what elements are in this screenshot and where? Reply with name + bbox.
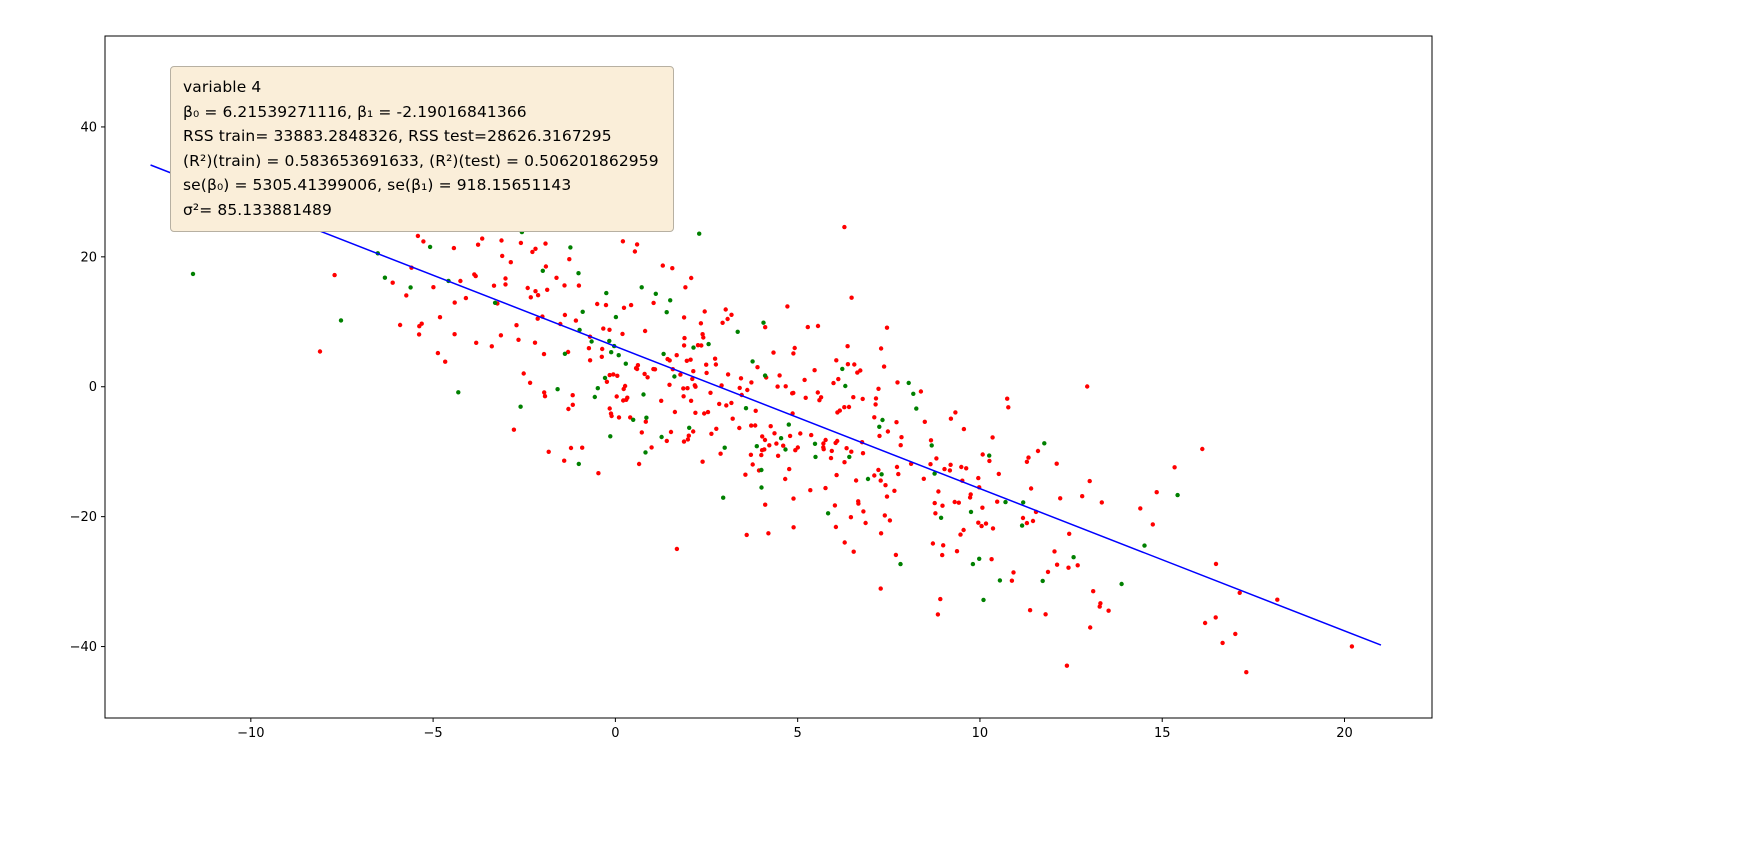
annotation-sigma-line: σ²= 85.133881489 (183, 200, 332, 219)
regression-line (150, 164, 1382, 646)
x-tick-label: 10 (972, 726, 989, 741)
y-tick-label: 20 (80, 250, 97, 265)
x-tick-label: 20 (1336, 726, 1353, 741)
axes-frame (104, 35, 1433, 719)
x-tick-label: 0 (611, 726, 619, 741)
x-tick-label: −10 (237, 726, 264, 741)
annotation-r2-line: (R²)(train) = 0.583653691633, (R²)(test)… (183, 151, 659, 170)
x-tick-label: −5 (424, 726, 443, 741)
y-tick-label: 0 (89, 380, 97, 395)
annotation-variable-line: variable 4 (183, 78, 262, 96)
y-tick-label: 40 (80, 120, 97, 135)
annotation-beta-line: β₀ = 6.21539271116, β₁ = -2.19016841366 (183, 102, 527, 121)
stats-annotation-box: variable 4 β₀ = 6.21539271116, β₁ = -2.1… (170, 66, 674, 232)
x-tick-label: 5 (794, 726, 802, 741)
y-tick-label: −20 (70, 510, 97, 525)
annotation-rss-line: RSS train= 33883.2848326, RSS test=28626… (183, 127, 612, 145)
annotation-se-line: se(β₀) = 5305.41399006, se(β₁) = 918.156… (183, 176, 572, 194)
y-tick-label: −40 (70, 640, 97, 655)
x-tick-label: 15 (1154, 726, 1171, 741)
